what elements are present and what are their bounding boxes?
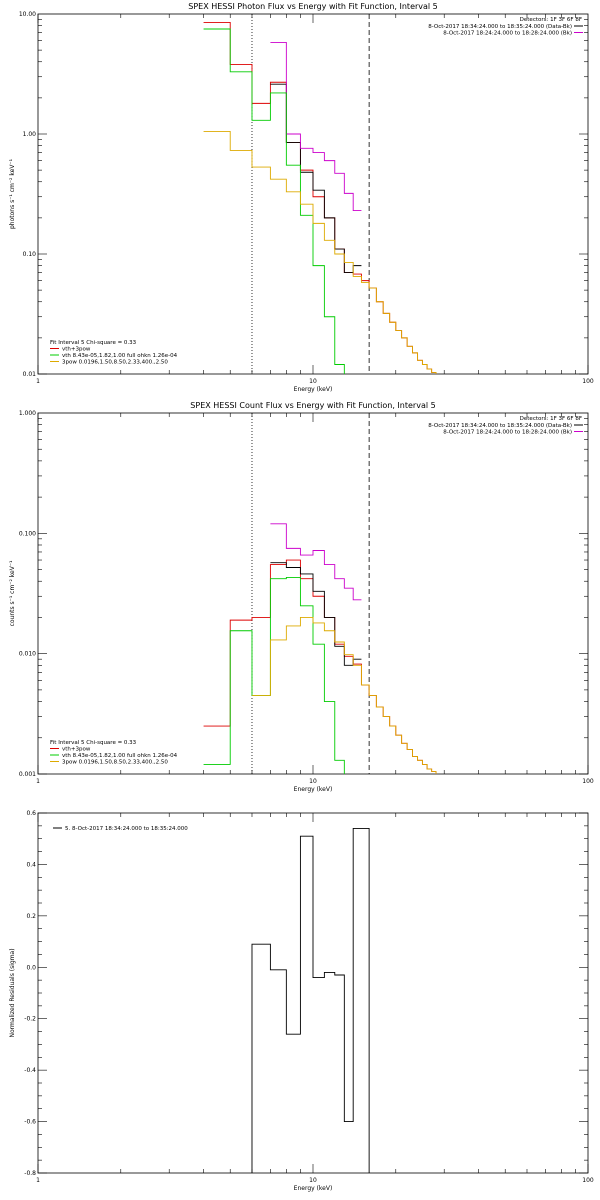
detectors-label: Detectors: 1F 3F 6F 8F xyxy=(520,416,582,422)
y-tick-label: 0.100 xyxy=(19,530,36,537)
y-tick-label: 0.01 xyxy=(23,371,37,378)
series-histogram-3 xyxy=(270,523,362,601)
x-tick-label: 100 xyxy=(582,378,594,385)
chart-title: SPEX HESSI Photon Flux vs Energy with Fi… xyxy=(188,2,438,11)
fit-label: Fit Interval 5 Chi-square = 0.33 xyxy=(50,740,137,746)
x-tick-label: 100 xyxy=(582,778,594,785)
y-axis-label: Normalized Residuals (sigma) xyxy=(9,948,16,1037)
fit-legend-label: vth+3pow xyxy=(62,347,91,353)
series-histogram-1 xyxy=(203,559,437,774)
y-tick-label: -0.2 xyxy=(24,1016,36,1023)
y-tick-label: 0.2 xyxy=(26,913,36,920)
y-tick-label: 0.010 xyxy=(19,651,36,658)
header-legend-label: 8-Oct-2017 18:34:24.000 to 18:35:24.000 … xyxy=(428,423,572,429)
fit-label: Fit Interval 5 Chi-square = 0.33 xyxy=(50,340,137,346)
header-legend-label: 8-Oct-2017 18:34:24.000 to 18:35:24.000 … xyxy=(428,24,572,30)
y-tick-label: 0.0 xyxy=(26,964,36,971)
y-tick-label: 0.10 xyxy=(23,251,37,258)
x-axis-label: Energy (keV) xyxy=(294,786,333,793)
fit-legend-label: vth 8.43e-05,1.82,1.00 full ohkn 1.26e-0… xyxy=(62,753,178,759)
y-tick-label: -0.8 xyxy=(24,1170,36,1177)
chart-panel-2: SPEX HESSI Count Flux vs Energy with Fit… xyxy=(9,401,594,793)
fit-legend-label: vth 8.43e-05,1.82,1.00 full ohkn 1.26e-0… xyxy=(62,353,178,359)
x-tick-label: 1 xyxy=(36,378,40,385)
series-histogram-5 xyxy=(203,131,437,374)
fit-legend-label: 3pow 0.0196,1.50,8.50,2.33,400.,2.50 xyxy=(62,760,168,766)
header-legend-label: 8-Oct-2017 18:24:24.000 to 18:28:24.000 … xyxy=(443,430,572,436)
x-tick-label: 1 xyxy=(36,778,40,785)
series-histogram-3 xyxy=(270,41,362,212)
series-histogram-1 xyxy=(203,22,437,374)
series-histogram-4 xyxy=(203,576,345,774)
legend-label: 5. 8-Oct-2017 18:34:24.000 to 18:35:24.0… xyxy=(65,826,188,832)
x-tick-label: 10 xyxy=(309,378,317,385)
chart-panel-3: 1 10 100 -0.8 -0.6 -0.4 -0.2 0.0 0.2 0.4 0.6 Energy… xyxy=(9,810,594,1192)
series-histogram-1 xyxy=(251,827,370,1173)
y-tick-label: -0.6 xyxy=(24,1119,36,1126)
y-tick-label: -0.4 xyxy=(24,1067,36,1074)
y-tick-label: 0.6 xyxy=(26,810,36,817)
y-tick-label: 1.000 xyxy=(19,410,36,417)
y-tick-label: 0.001 xyxy=(19,771,36,778)
fit-legend-label: 3pow 0.0196,1.50,8.50,2.33,400.,2.50 xyxy=(62,360,168,366)
x-axis-label: Energy (keV) xyxy=(294,1185,333,1192)
chart-title: SPEX HESSI Count Flux vs Energy with Fit… xyxy=(190,401,435,410)
series-histogram-4 xyxy=(203,28,345,374)
fit-legend-label: vth+3pow xyxy=(62,747,91,753)
header-legend-label: 8-Oct-2017 18:24:24.000 to 18:28:24.000 … xyxy=(443,31,572,37)
y-tick-label: 0.4 xyxy=(26,861,36,868)
series-histogram-5 xyxy=(251,616,437,774)
series-histogram-2 xyxy=(270,83,362,274)
detectors-label: Detectors: 1F 3F 6F 8F xyxy=(520,17,582,23)
x-tick-label: 100 xyxy=(582,1177,594,1184)
x-tick-label: 10 xyxy=(309,1177,317,1184)
y-tick-label: 1.00 xyxy=(23,131,37,138)
x-tick-label: 10 xyxy=(309,778,317,785)
x-tick-label: 1 xyxy=(36,1177,40,1184)
chart-panel-1: SPEX HESSI Photon Flux vs Energy with Fi… xyxy=(9,2,594,393)
x-axis-label: Energy (keV) xyxy=(294,386,333,393)
y-axis-label: counts s⁻¹ cm⁻² keV⁻¹ xyxy=(9,560,16,626)
series-histogram-2 xyxy=(270,562,362,666)
y-tick-label: 10.00 xyxy=(19,11,36,18)
y-axis-label: photons s⁻¹ cm⁻² keV⁻¹ xyxy=(9,158,16,229)
